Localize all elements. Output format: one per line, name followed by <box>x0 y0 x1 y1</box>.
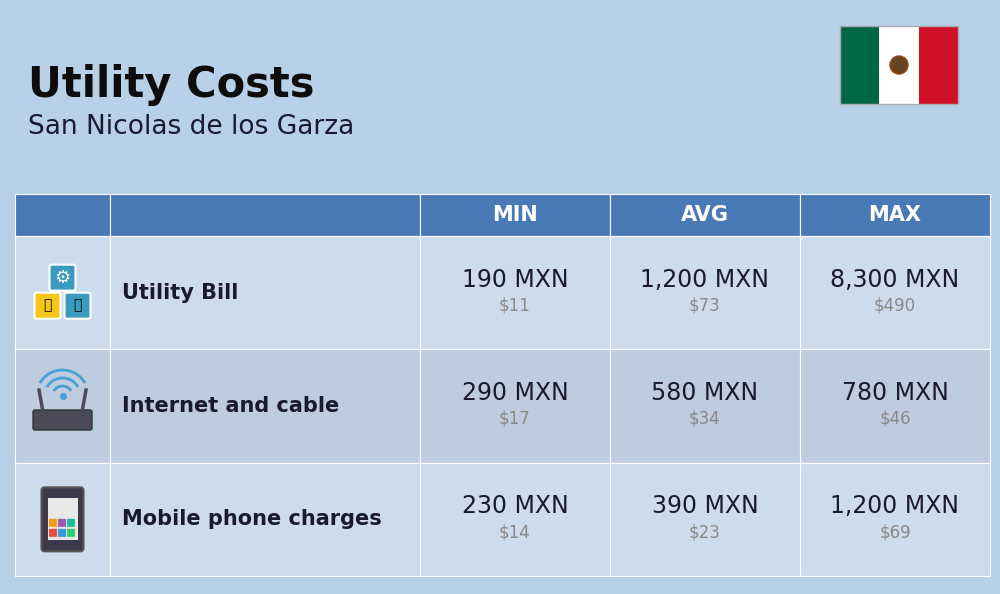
Text: 1,200 MXN: 1,200 MXN <box>640 268 770 292</box>
FancyBboxPatch shape <box>420 349 610 463</box>
Text: 290 MXN: 290 MXN <box>462 381 568 405</box>
FancyBboxPatch shape <box>800 349 990 463</box>
FancyBboxPatch shape <box>420 463 610 576</box>
Text: Internet and cable: Internet and cable <box>122 396 339 416</box>
Text: AVG: AVG <box>681 205 729 225</box>
Text: ⚙: ⚙ <box>54 268 71 287</box>
Text: 🔌: 🔌 <box>43 299 52 312</box>
FancyBboxPatch shape <box>58 519 66 527</box>
Text: $23: $23 <box>689 523 721 541</box>
FancyBboxPatch shape <box>15 236 110 349</box>
FancyBboxPatch shape <box>610 236 800 349</box>
Text: Mobile phone charges: Mobile phone charges <box>122 509 382 529</box>
FancyBboxPatch shape <box>64 293 90 318</box>
Text: MAX: MAX <box>868 205 922 225</box>
FancyBboxPatch shape <box>50 265 76 290</box>
Text: $11: $11 <box>499 296 531 315</box>
Text: $14: $14 <box>499 523 531 541</box>
FancyBboxPatch shape <box>879 26 919 104</box>
Text: 💧: 💧 <box>73 299 82 312</box>
FancyBboxPatch shape <box>58 529 66 537</box>
FancyBboxPatch shape <box>800 236 990 349</box>
FancyBboxPatch shape <box>840 26 879 104</box>
Circle shape <box>892 58 906 72</box>
FancyBboxPatch shape <box>15 349 110 463</box>
FancyBboxPatch shape <box>42 487 84 551</box>
Circle shape <box>890 56 908 74</box>
FancyBboxPatch shape <box>48 498 78 541</box>
FancyBboxPatch shape <box>15 463 110 576</box>
Text: 1,200 MXN: 1,200 MXN <box>830 494 960 519</box>
FancyBboxPatch shape <box>610 349 800 463</box>
Text: $46: $46 <box>879 410 911 428</box>
FancyBboxPatch shape <box>800 194 990 236</box>
FancyBboxPatch shape <box>110 349 420 463</box>
Text: $490: $490 <box>874 296 916 315</box>
Text: MIN: MIN <box>492 205 538 225</box>
FancyBboxPatch shape <box>610 194 800 236</box>
Text: $34: $34 <box>689 410 721 428</box>
FancyBboxPatch shape <box>919 26 958 104</box>
FancyBboxPatch shape <box>49 519 57 527</box>
Text: 230 MXN: 230 MXN <box>462 494 568 519</box>
FancyBboxPatch shape <box>420 236 610 349</box>
FancyBboxPatch shape <box>34 293 60 318</box>
Text: $69: $69 <box>879 523 911 541</box>
FancyBboxPatch shape <box>67 529 75 537</box>
FancyBboxPatch shape <box>49 529 57 537</box>
Text: 580 MXN: 580 MXN <box>651 381 759 405</box>
Text: San Nicolas de los Garza: San Nicolas de los Garza <box>28 114 354 140</box>
FancyBboxPatch shape <box>110 236 420 349</box>
FancyBboxPatch shape <box>67 519 75 527</box>
FancyBboxPatch shape <box>15 194 110 236</box>
Text: $17: $17 <box>499 410 531 428</box>
FancyBboxPatch shape <box>610 463 800 576</box>
Text: Utility Bill: Utility Bill <box>122 283 238 303</box>
Text: $73: $73 <box>689 296 721 315</box>
FancyBboxPatch shape <box>420 194 610 236</box>
Text: 780 MXN: 780 MXN <box>842 381 948 405</box>
FancyBboxPatch shape <box>800 463 990 576</box>
Text: Utility Costs: Utility Costs <box>28 64 314 106</box>
FancyBboxPatch shape <box>110 463 420 576</box>
FancyBboxPatch shape <box>33 410 92 430</box>
FancyBboxPatch shape <box>110 194 420 236</box>
Text: 390 MXN: 390 MXN <box>652 494 758 519</box>
Text: 190 MXN: 190 MXN <box>462 268 568 292</box>
Text: 8,300 MXN: 8,300 MXN <box>830 268 960 292</box>
